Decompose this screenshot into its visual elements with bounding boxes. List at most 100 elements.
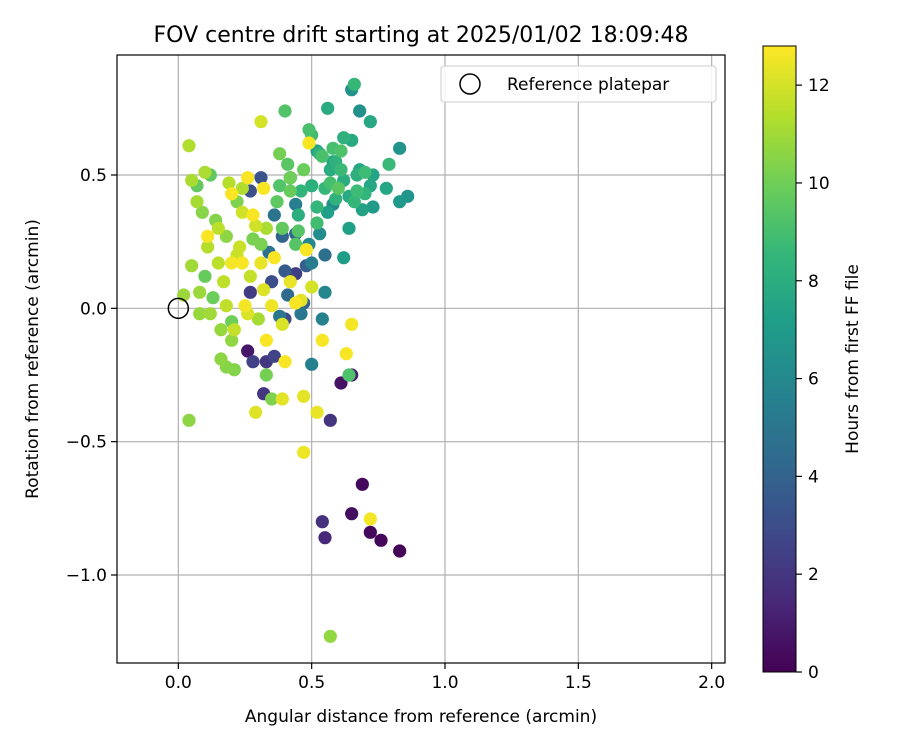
data-point [198, 165, 212, 179]
data-point [267, 208, 281, 222]
colorbar-tick-label: 12 [808, 76, 830, 96]
data-point [382, 157, 396, 171]
data-point [299, 243, 313, 257]
data-point [275, 317, 289, 331]
colorbar-tick-label: 10 [808, 174, 830, 194]
data-point [222, 176, 236, 190]
data-point [251, 312, 265, 326]
data-point [283, 184, 297, 198]
data-point [318, 285, 332, 299]
data-point [323, 413, 337, 427]
data-point [310, 405, 324, 419]
data-point [310, 200, 324, 214]
x-tick-label: 2.0 [698, 673, 725, 693]
data-point [254, 256, 268, 270]
data-point [294, 184, 308, 198]
data-point [195, 205, 209, 219]
colorbar: 0 2 4 6 8 10 12 Hours from first FF file [762, 45, 863, 683]
data-point [275, 392, 289, 406]
data-point [342, 368, 356, 382]
data-point [313, 227, 327, 241]
data-point [235, 256, 249, 270]
data-point [190, 195, 204, 209]
data-point [259, 368, 273, 382]
data-point [275, 221, 289, 235]
data-point [249, 405, 263, 419]
data-point [281, 157, 295, 171]
data-point [219, 229, 233, 243]
legend: Reference platepar [440, 65, 717, 103]
data-point [289, 296, 303, 310]
data-point [241, 344, 255, 358]
data-point [225, 256, 239, 270]
colorbar-tick-label: 2 [808, 565, 819, 585]
data-point [329, 192, 343, 206]
data-point [305, 256, 319, 270]
data-point [203, 307, 217, 321]
data-point [219, 299, 233, 313]
y-axis-label: Rotation from reference (arcmin) [23, 219, 43, 499]
data-point [342, 221, 356, 235]
data-point [246, 232, 260, 246]
x-tick-label: 0.5 [298, 673, 325, 693]
data-point [334, 376, 348, 390]
data-point [355, 477, 369, 491]
grid [117, 55, 725, 663]
data-point [225, 333, 239, 347]
data-point [243, 269, 257, 283]
colorbar-tick-label: 4 [808, 467, 819, 487]
data-point [353, 104, 367, 118]
data-point [355, 203, 369, 217]
data-point [337, 251, 351, 265]
data-point [235, 181, 249, 195]
x-tick-label: 1.0 [431, 673, 458, 693]
y-tick-label: 0.0 [80, 299, 107, 319]
data-point [259, 333, 273, 347]
data-point [358, 165, 372, 179]
data-point [193, 307, 207, 321]
data-point [345, 317, 359, 331]
data-point [363, 512, 377, 526]
data-point [267, 349, 281, 363]
y-tick-label: −1.0 [66, 566, 107, 586]
data-point [257, 283, 271, 297]
chart-title: FOV centre drift starting at 2025/01/02 … [154, 23, 689, 48]
y-axis-ticks: −1.0 −0.5 0.0 0.5 [66, 166, 117, 586]
data-point [366, 200, 380, 214]
data-point [225, 187, 239, 201]
data-point [294, 307, 308, 321]
x-axis-label: Angular distance from reference (arcmin) [245, 707, 597, 727]
data-point [273, 179, 287, 193]
data-point [315, 149, 329, 163]
data-point [347, 77, 361, 91]
data-point [315, 515, 329, 529]
data-point [273, 147, 287, 161]
data-point [393, 195, 407, 209]
data-point [331, 181, 345, 195]
data-point [265, 392, 279, 406]
data-point [393, 544, 407, 558]
data-point [193, 285, 207, 299]
y-tick-label: 0.5 [80, 166, 107, 186]
data-point [363, 525, 377, 539]
data-point [185, 173, 199, 187]
colorbar-label: Hours from first FF file [843, 264, 863, 454]
data-point [267, 251, 281, 265]
x-axis-ticks: 0.0 0.5 1.0 1.5 2.0 [165, 663, 725, 693]
data-point [201, 240, 215, 254]
data-point [305, 357, 319, 371]
legend-entry-label: Reference platepar [507, 75, 669, 95]
data-point [238, 299, 252, 313]
colorbar-gradient [762, 45, 797, 673]
data-point [305, 179, 319, 193]
data-point [278, 264, 292, 278]
data-point [315, 333, 329, 347]
data-point [254, 171, 268, 185]
data-point [374, 533, 388, 547]
data-point [302, 123, 316, 137]
data-point [278, 104, 292, 118]
colorbar-tick-label: 6 [808, 370, 819, 390]
reference-platepar-marker [167, 297, 190, 320]
legend-marker-icon [459, 73, 481, 95]
